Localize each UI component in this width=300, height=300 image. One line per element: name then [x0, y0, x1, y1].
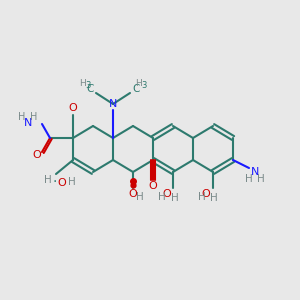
Text: O: O: [58, 178, 66, 188]
Text: H: H: [171, 193, 179, 203]
Text: H: H: [136, 192, 144, 202]
Text: H: H: [79, 80, 86, 88]
Text: 3: 3: [85, 80, 91, 89]
Text: H: H: [18, 112, 26, 122]
Text: O: O: [148, 181, 158, 191]
Text: N: N: [251, 167, 259, 177]
Text: O: O: [129, 189, 137, 199]
Text: H: H: [257, 174, 265, 184]
Text: H: H: [210, 193, 218, 203]
Text: O: O: [202, 189, 210, 199]
Text: N: N: [109, 99, 117, 109]
Text: O: O: [69, 103, 77, 113]
Text: H: H: [135, 80, 141, 88]
Text: H: H: [198, 192, 206, 202]
Text: O: O: [163, 189, 171, 199]
Text: N: N: [24, 118, 32, 128]
Text: H: H: [68, 177, 76, 187]
Text: C: C: [132, 84, 140, 94]
Text: H: H: [158, 192, 166, 202]
Text: H: H: [44, 175, 52, 185]
Text: H: H: [30, 112, 38, 122]
Text: C: C: [86, 84, 94, 94]
Text: H: H: [245, 174, 253, 184]
Text: 3: 3: [141, 80, 147, 89]
Text: O: O: [33, 150, 41, 160]
Text: ·: ·: [53, 175, 57, 189]
